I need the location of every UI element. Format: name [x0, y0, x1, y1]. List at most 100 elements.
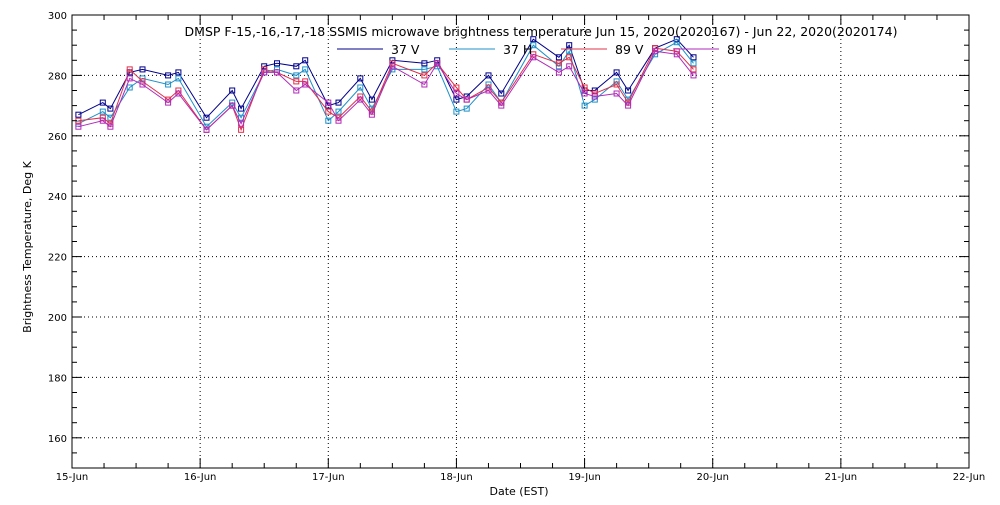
data-point: [293, 63, 300, 70]
data-point: [302, 81, 309, 88]
series-layer: [75, 36, 697, 133]
data-point: [325, 108, 332, 115]
data-point: [581, 102, 588, 109]
data-point: [453, 84, 460, 91]
series-line: [78, 47, 694, 132]
x-tick-label: 19-Jun: [568, 472, 601, 483]
data-point: [357, 96, 364, 103]
series-89-v: [75, 45, 697, 133]
x-tick-label: 22-Jun: [953, 472, 986, 483]
data-point: [613, 90, 620, 97]
data-point: [126, 66, 133, 73]
data-point: [139, 66, 146, 73]
plot-frame: [71, 14, 970, 469]
labels: DMSP F-15,-16,-17,-18 SSMIS microwave br…: [21, 24, 897, 498]
data-point: [175, 69, 182, 76]
data-point: [335, 99, 342, 106]
data-point: [293, 87, 300, 94]
data-point: [75, 123, 82, 130]
data-point: [229, 102, 236, 109]
chart-title: DMSP F-15,-16,-17,-18 SSMIS microwave br…: [185, 24, 898, 39]
data-point: [421, 66, 428, 73]
data-point: [357, 84, 364, 91]
data-point: [625, 87, 632, 94]
data-point: [389, 63, 396, 70]
data-point: [325, 99, 332, 106]
legend-label: 89 V: [615, 42, 644, 57]
data-point: [566, 54, 573, 61]
data-point: [591, 93, 598, 100]
y-axis-title: Brightness Temperature, Deg K: [21, 160, 34, 332]
data-point: [690, 54, 697, 61]
data-point: [229, 87, 236, 94]
data-point: [126, 84, 133, 91]
data-point: [293, 72, 300, 79]
data-point: [673, 39, 680, 46]
data-point: [673, 51, 680, 58]
y-tick-label: 260: [48, 132, 67, 143]
data-point: [555, 54, 562, 61]
data-point: [690, 72, 697, 79]
data-point: [139, 81, 146, 88]
x-axis-title: Date (EST): [489, 485, 548, 498]
x-tick-label: 16-Jun: [184, 472, 217, 483]
data-point: [274, 69, 280, 76]
data-point: [485, 72, 492, 79]
data-point: [453, 96, 460, 103]
data-point: [652, 48, 659, 55]
data-point: [203, 114, 210, 121]
data-point: [99, 108, 106, 115]
data-point: [238, 120, 245, 127]
data-point: [463, 96, 470, 103]
data-point: [613, 69, 620, 76]
legend-label: 37 V: [391, 42, 420, 57]
data-point: [261, 69, 268, 76]
data-point: [107, 105, 114, 112]
series-89-h: [75, 48, 697, 133]
data-point: [453, 108, 460, 115]
data-point: [421, 60, 428, 67]
data-point: [591, 96, 598, 103]
data-point: [165, 81, 172, 88]
data-point: [581, 84, 588, 91]
data-point: [498, 102, 505, 109]
x-tick-label: 17-Jun: [312, 472, 345, 483]
data-point: [566, 42, 573, 49]
data-point: [139, 78, 146, 85]
data-point: [126, 75, 133, 82]
x-tick-label: 18-Jun: [440, 472, 473, 483]
data-point: [274, 60, 280, 67]
data-point: [530, 42, 537, 49]
y-tick-label: 160: [48, 434, 67, 445]
y-tick-label: 220: [48, 253, 67, 264]
grid: [72, 15, 969, 468]
data-point: [625, 102, 632, 109]
data-point: [421, 81, 428, 88]
data-point: [165, 99, 172, 106]
data-point: [175, 90, 182, 97]
data-point: [325, 117, 332, 124]
data-point: [453, 90, 460, 97]
data-point: [203, 126, 210, 133]
data-point: [421, 72, 428, 79]
data-point: [368, 111, 375, 118]
data-point: [165, 72, 172, 79]
data-point: [555, 60, 562, 67]
series-line: [78, 50, 694, 131]
series-line: [78, 38, 694, 119]
y-tick-label: 240: [48, 192, 67, 203]
data-point: [555, 69, 562, 76]
data-point: [581, 90, 588, 97]
data-point: [530, 36, 537, 43]
x-tick-label: 21-Jun: [825, 472, 858, 483]
x-tick-label: 20-Jun: [696, 472, 729, 483]
data-point: [357, 75, 364, 82]
data-point: [99, 99, 106, 106]
data-point: [498, 90, 505, 97]
y-tick-label: 300: [48, 11, 67, 22]
axes: 160 180 200 220 240 260 280 300 15-Jun 16-Jun 17-J…: [48, 11, 985, 483]
data-point: [75, 111, 82, 118]
x-tick-label: 15-Jun: [56, 472, 89, 483]
